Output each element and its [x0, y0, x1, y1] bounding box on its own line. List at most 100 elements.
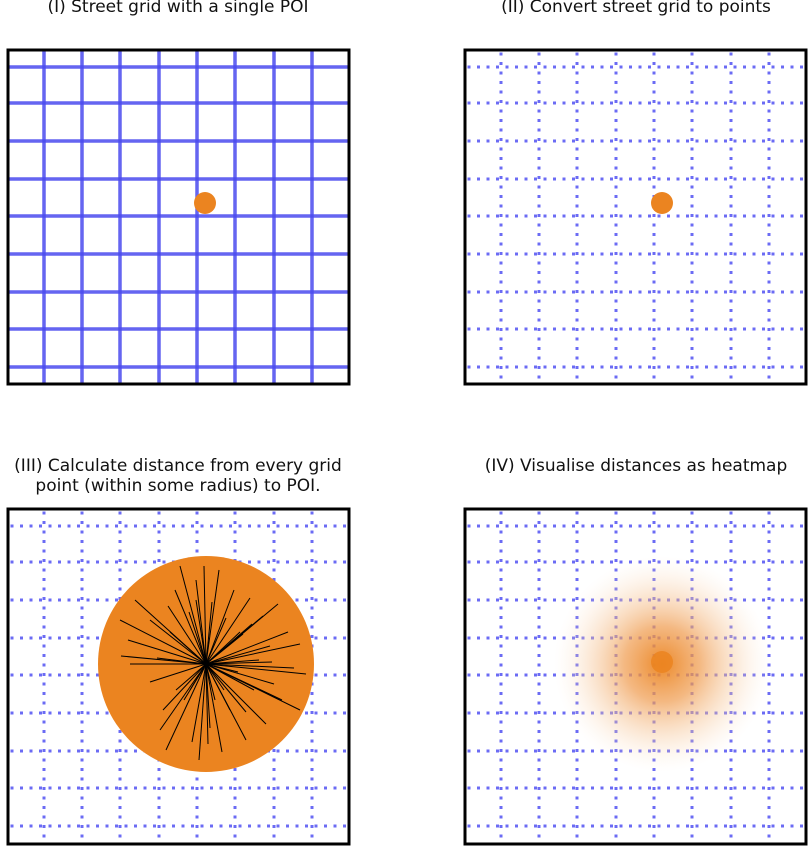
distance-line	[205, 663, 301, 711]
grid-point	[676, 139, 680, 143]
grid-point	[553, 749, 556, 753]
grid-point	[729, 337, 733, 341]
grid-point	[575, 787, 579, 790]
grid-point	[575, 366, 579, 369]
grid-point	[767, 834, 771, 838]
grid-point	[534, 365, 537, 369]
grid-point	[515, 101, 518, 105]
distance-line	[205, 663, 307, 675]
grid-point	[80, 530, 84, 534]
grid-point	[118, 758, 122, 762]
grid-point	[310, 625, 314, 629]
grid-point	[553, 824, 556, 828]
grid-point	[499, 701, 503, 705]
grid-point	[10, 560, 14, 564]
grid-point	[543, 786, 547, 790]
grid-point	[690, 100, 694, 103]
grid-point	[771, 749, 775, 753]
grid-point	[629, 290, 632, 294]
grid-point	[767, 299, 771, 303]
grid-point	[600, 252, 604, 256]
grid-point	[537, 337, 541, 341]
grid-point	[80, 701, 84, 705]
grid-point	[619, 365, 623, 369]
grid-point	[210, 824, 213, 828]
grid-point	[657, 65, 661, 69]
grid-point	[537, 768, 541, 771]
grid-point	[124, 524, 128, 528]
grid-point	[676, 65, 680, 69]
grid-point	[157, 511, 161, 515]
grid-point	[42, 825, 46, 828]
grid-point	[162, 824, 166, 828]
grid-point	[42, 777, 46, 781]
distance-line	[188, 611, 207, 665]
grid-point	[562, 290, 566, 294]
grid-point	[652, 166, 656, 170]
grid-point	[157, 806, 161, 809]
grid-point	[575, 806, 579, 809]
grid-point	[657, 824, 661, 828]
grid-point	[96, 560, 99, 564]
grid-point	[496, 214, 499, 218]
grid-point	[42, 758, 46, 762]
grid-point	[80, 787, 84, 790]
grid-point	[499, 62, 503, 65]
grid-point	[638, 786, 642, 790]
grid-point	[537, 375, 541, 379]
grid-point	[499, 758, 503, 762]
grid-point	[652, 309, 656, 312]
grid-point	[537, 587, 541, 591]
grid-point	[695, 65, 699, 69]
grid-point	[610, 524, 613, 528]
grid-point	[743, 101, 746, 105]
grid-point	[714, 365, 718, 369]
grid-point	[629, 65, 632, 69]
grid-point	[157, 530, 161, 534]
grid-point	[162, 524, 166, 528]
grid-point	[743, 252, 746, 256]
grid-point	[553, 560, 556, 564]
grid-point	[752, 786, 756, 790]
grid-point	[752, 524, 756, 528]
poi-marker	[651, 192, 673, 214]
grid-point	[610, 786, 613, 790]
grid-point	[248, 824, 251, 828]
grid-point	[767, 635, 771, 638]
grid-point	[58, 598, 61, 602]
grid-point	[771, 711, 775, 715]
grid-point	[310, 597, 314, 600]
grid-point	[486, 636, 490, 640]
grid-point	[638, 824, 642, 828]
grid-point	[575, 749, 579, 752]
grid-point	[729, 176, 733, 179]
grid-point	[581, 560, 585, 564]
grid-point	[543, 598, 547, 602]
grid-point	[705, 101, 708, 105]
grid-point	[537, 739, 541, 743]
grid-point	[496, 636, 499, 640]
grid-point	[477, 824, 480, 828]
grid-point	[690, 356, 694, 360]
grid-point	[505, 65, 509, 69]
grid-point	[42, 549, 46, 553]
grid-point	[467, 711, 471, 715]
grid-point	[743, 560, 746, 564]
grid-point	[295, 524, 299, 528]
grid-point	[553, 290, 556, 294]
panel-title-1: (I) Street grid with a single POI	[47, 0, 309, 17]
grid-point	[652, 233, 656, 236]
distance-line	[127, 639, 207, 665]
grid-point	[667, 365, 670, 369]
grid-point	[233, 787, 237, 790]
grid-point	[575, 356, 579, 360]
panel-title-2: (II) Convert street grid to points	[501, 0, 771, 17]
grid-point	[499, 223, 503, 227]
grid-point	[496, 327, 499, 331]
grid-point	[575, 521, 579, 524]
grid-point	[767, 521, 771, 524]
grid-point	[667, 214, 670, 218]
grid-point	[67, 524, 71, 528]
grid-point	[771, 524, 775, 528]
